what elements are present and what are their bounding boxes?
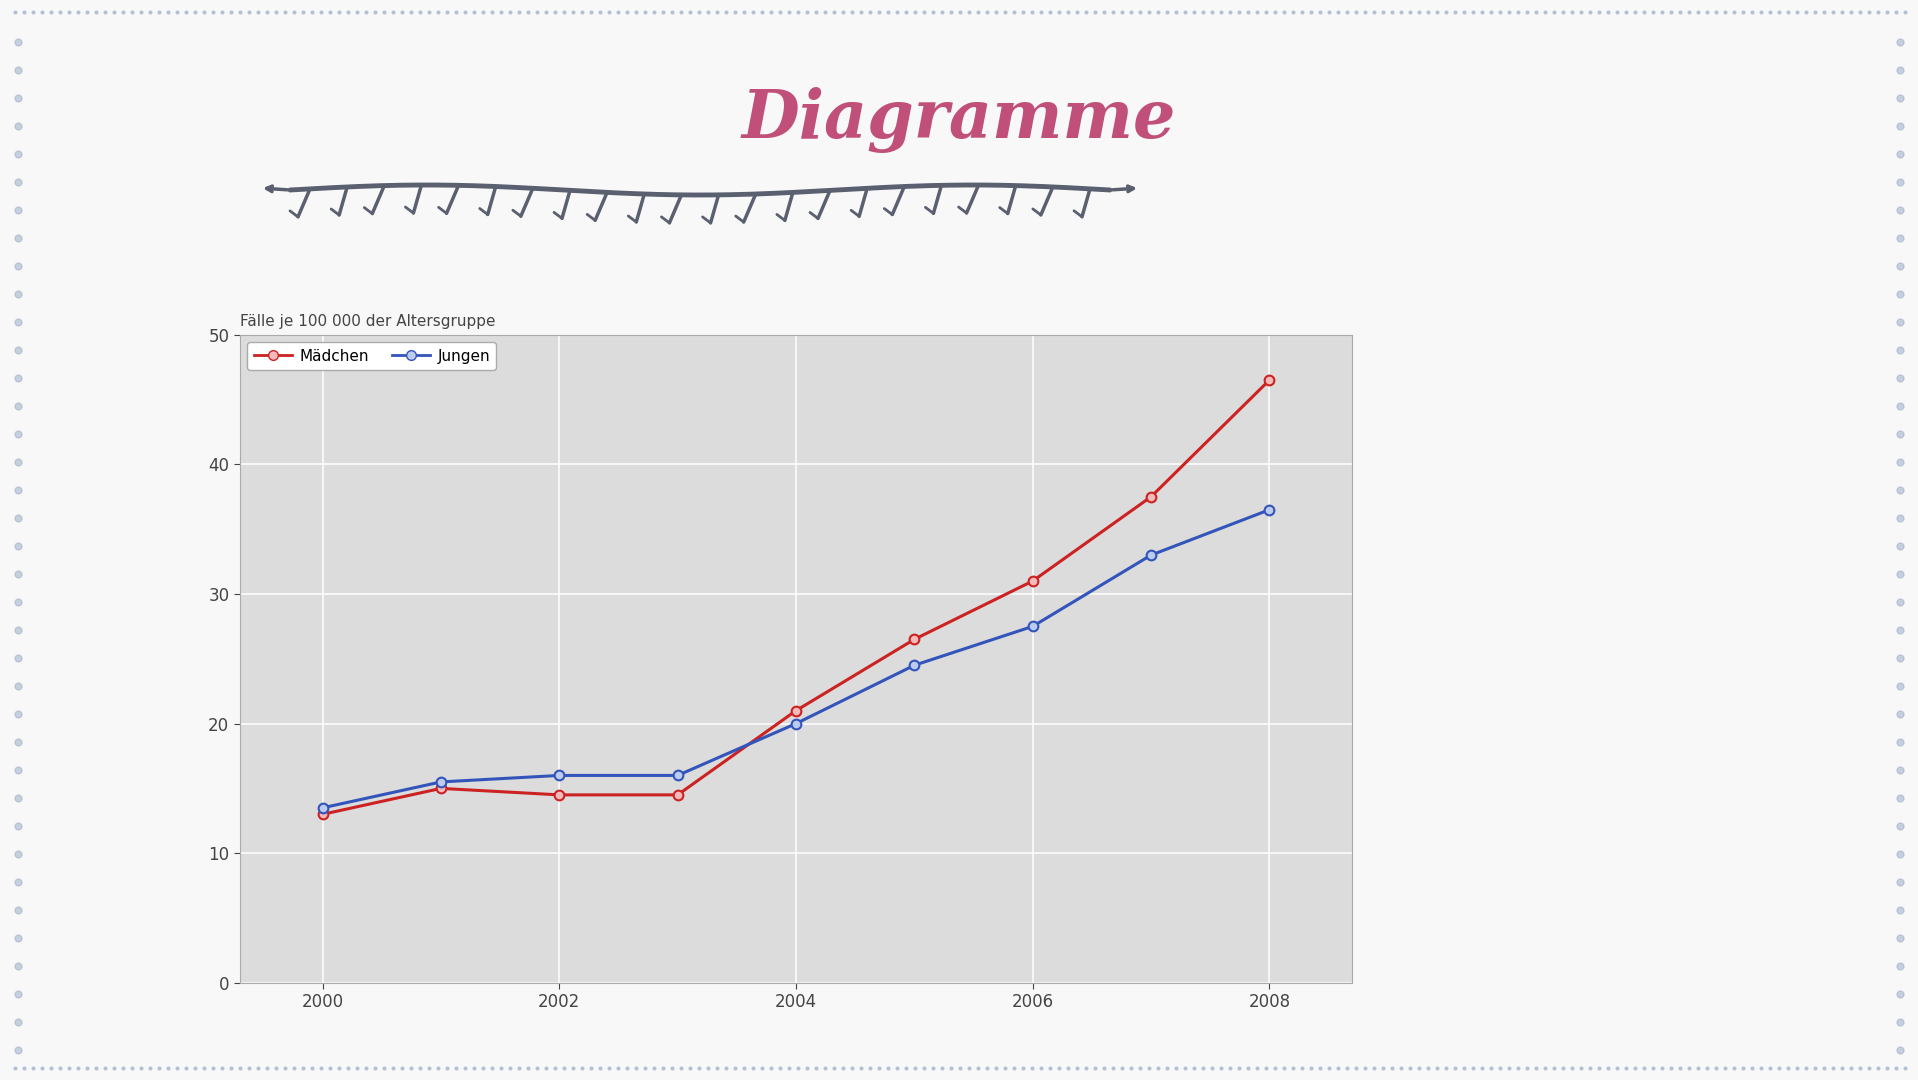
Text: Fälle je 100 000 der Altersgruppe: Fälle je 100 000 der Altersgruppe [240,314,495,329]
Legend: Mädchen, Jungen: Mädchen, Jungen [247,342,497,369]
Text: Diagramme: Diagramme [742,87,1176,153]
